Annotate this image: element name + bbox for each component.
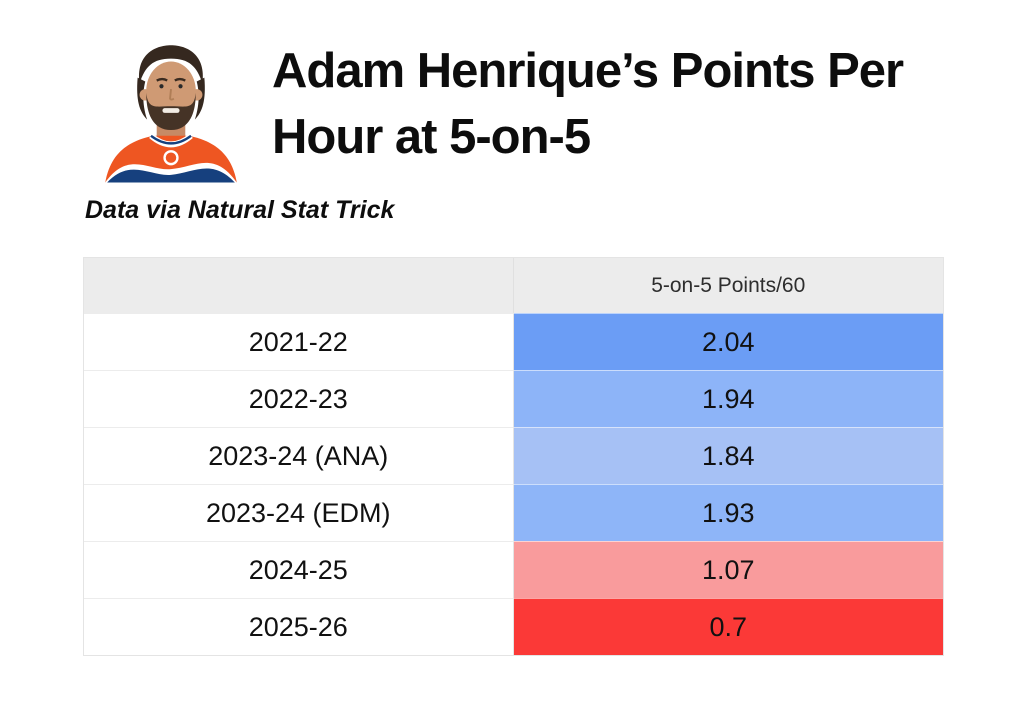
points-value-cell: 0.7 [513, 598, 943, 655]
points-value-cell: 1.84 [513, 427, 943, 484]
jersey-navy-band [107, 168, 235, 183]
player-headshot-image [105, 45, 237, 183]
points-value-cell: 1.07 [513, 541, 943, 598]
table-header-row: 5-on-5 Points/60 [84, 258, 943, 313]
table-row: 2023-24 (ANA) 1.84 [84, 427, 943, 484]
table-row: 2022-23 1.94 [84, 370, 943, 427]
season-label-cell: 2021-22 [84, 313, 514, 370]
points-value-cell: 1.93 [513, 484, 943, 541]
season-label-cell: 2025-26 [84, 598, 514, 655]
team-logo-inner [165, 152, 177, 163]
stats-table: 5-on-5 Points/60 2021-22 2.04 2022-23 1.94 2… [83, 257, 944, 656]
table-body: 2021-22 2.04 2022-23 1.94 2023-24 (ANA) 1.84 2… [84, 313, 943, 655]
table-row: 2025-26 0.7 [84, 598, 943, 655]
player-eye-left [159, 84, 164, 89]
header-season-cell [84, 258, 514, 313]
data-source-note: Data via Natural Stat Trick [85, 196, 395, 224]
season-label-cell: 2023-24 (ANA) [84, 427, 514, 484]
points-value-cell: 2.04 [513, 313, 943, 370]
season-label-cell: 2022-23 [84, 370, 514, 427]
title-line-1: Adam Henrique’s Points Per [272, 44, 904, 98]
title-line-2: Hour at 5-on-5 [272, 110, 591, 164]
player-smile [162, 108, 180, 113]
page-title: Adam Henrique’s Points Per Hour at 5-on-… [272, 38, 904, 170]
jersey-collar-line [150, 134, 192, 145]
player-brow-left [156, 77, 168, 82]
season-label-cell: 2024-25 [84, 541, 514, 598]
table-row: 2023-24 (EDM) 1.93 [84, 484, 943, 541]
header-points-cell: 5-on-5 Points/60 [513, 258, 943, 313]
table-row: 2021-22 2.04 [84, 313, 943, 370]
player-hair-top [139, 45, 203, 84]
table-row: 2024-25 1.07 [84, 541, 943, 598]
season-label-cell: 2023-24 (EDM) [84, 484, 514, 541]
player-brow-right [174, 77, 186, 82]
player-nose [169, 88, 175, 101]
player-eye-right [178, 84, 183, 89]
points-value-cell: 1.94 [513, 370, 943, 427]
